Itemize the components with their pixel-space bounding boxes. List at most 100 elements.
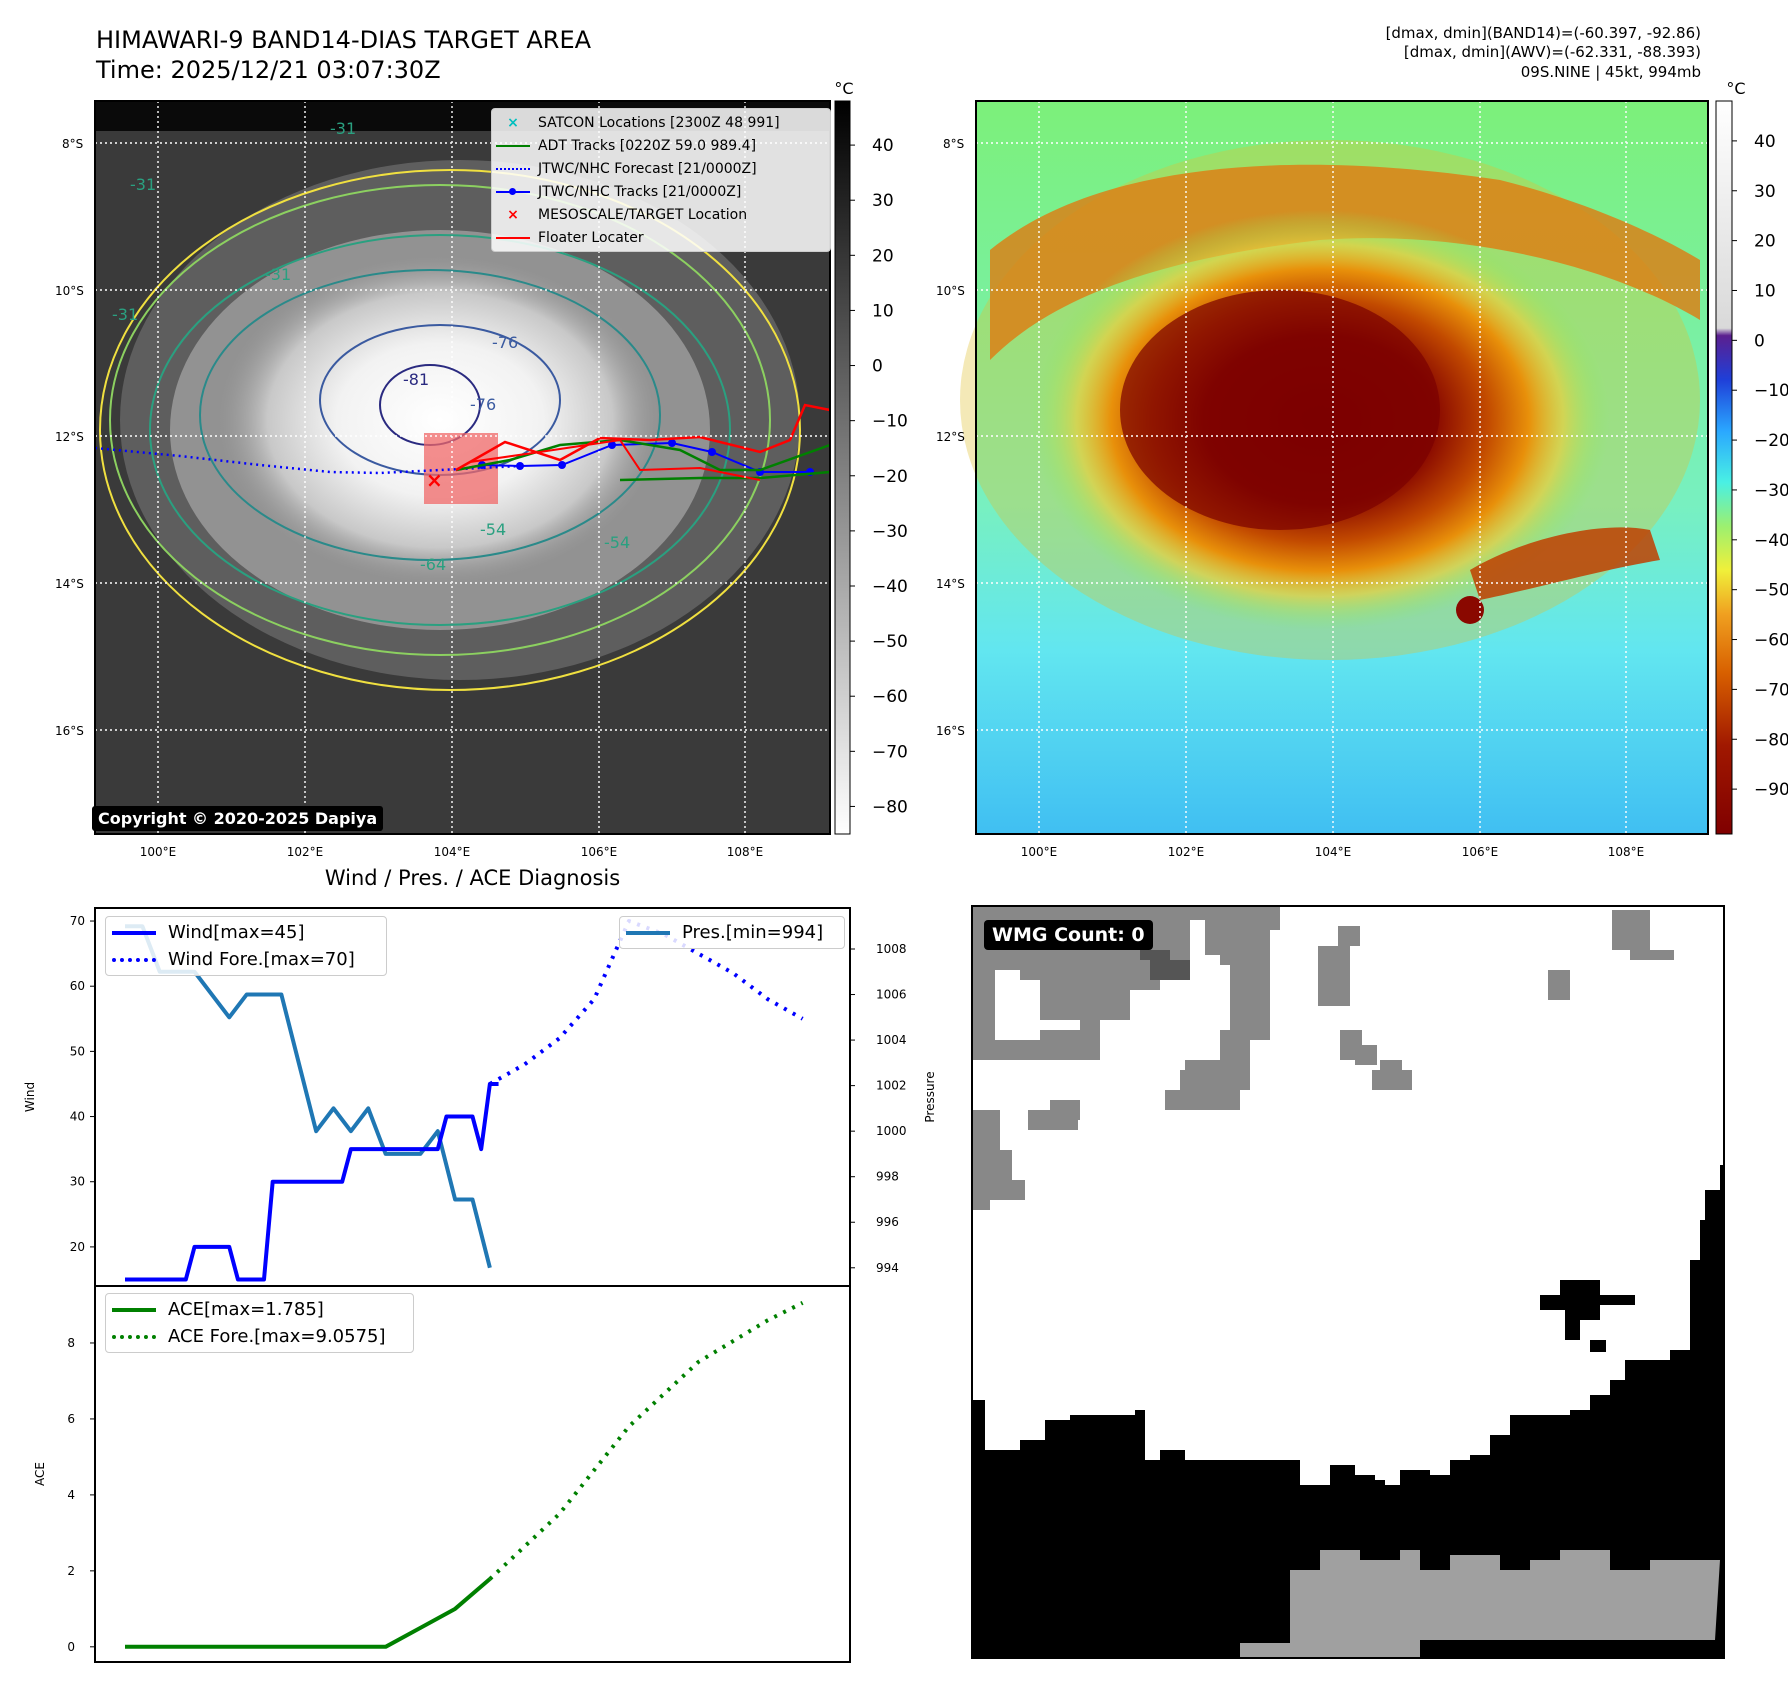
colorbar-tick-label: −70 xyxy=(1754,680,1788,700)
map-legend-item: JTWC/NHC Forecast [21/0000Z] xyxy=(496,157,826,180)
color-lon-ticks: 100°E 102°E 104°E 106°E 108°E xyxy=(1021,845,1645,859)
ace-series-line xyxy=(125,1577,492,1649)
svg-text:-31: -31 xyxy=(112,305,138,324)
map-legend-item: Floater Locater xyxy=(496,226,826,249)
color-colorbar xyxy=(1715,100,1733,835)
map-legend-swatch: × xyxy=(507,206,519,223)
svg-text:14°S: 14°S xyxy=(936,577,965,591)
colorbar-tick-label: 10 xyxy=(872,301,894,321)
colorbar-tick-label: 0 xyxy=(1754,331,1765,351)
wind-tick-label: 60 xyxy=(70,979,85,993)
svg-text:12°S: 12°S xyxy=(936,430,965,444)
legend-wind-forecast: Wind Fore.[max=70] xyxy=(112,946,380,973)
jtwc-forecast-track xyxy=(94,446,521,475)
pressure-tick-label: 994 xyxy=(876,1261,899,1275)
svg-text:12°S: 12°S xyxy=(55,430,84,444)
svg-text:-76: -76 xyxy=(470,395,496,414)
svg-text:102°E: 102°E xyxy=(1168,845,1205,859)
colorbar-tick-label: −50 xyxy=(1754,581,1788,601)
map-legend-label: JTWC/NHC Forecast [21/0000Z] xyxy=(538,160,757,177)
colorbar-tick-label: 20 xyxy=(872,246,894,266)
colorbar-tick-label: −80 xyxy=(872,797,908,817)
svg-text:-31: -31 xyxy=(130,175,156,194)
wind-tick-label: 70 xyxy=(70,914,85,928)
ir-contours xyxy=(99,169,801,691)
svg-text:8°S: 8°S xyxy=(62,137,83,151)
svg-text:10°S: 10°S xyxy=(55,284,84,298)
svg-text:-81: -81 xyxy=(403,370,429,389)
legend-pressure: Pres.[min=994] xyxy=(626,919,838,946)
map-legend-label: JTWC/NHC Tracks [21/0000Z] xyxy=(538,183,742,200)
pressure-axis-label: Pressure xyxy=(923,1071,937,1122)
svg-text:100°E: 100°E xyxy=(1021,845,1058,859)
colorbar-tick-label: −60 xyxy=(872,687,908,707)
map-legend-label: SATCON Locations [2300Z 48 991] xyxy=(538,114,780,131)
map-legend-label: MESOSCALE/TARGET Location xyxy=(538,206,748,223)
mesoscale-target-marker: × xyxy=(426,468,443,492)
svg-text:14°S: 14°S xyxy=(55,577,84,591)
svg-text:-76: -76 xyxy=(492,333,518,352)
map-legend-label: Floater Locater xyxy=(538,229,644,246)
diagnosis-title: Wind / Pres. / ACE Diagnosis xyxy=(324,866,621,890)
floater-locater-track xyxy=(455,403,831,472)
legend-ace-forecast: ACE Fore.[max=9.0575] xyxy=(112,1323,407,1350)
colorbar-tick-label: −10 xyxy=(1754,381,1788,401)
colorbar-tick-label: 30 xyxy=(872,191,894,211)
map-legend-swatch: × xyxy=(507,114,519,131)
colorbar-tick-label: 20 xyxy=(1754,232,1776,252)
wind-tick-label: 50 xyxy=(70,1044,85,1058)
color-outer-band xyxy=(990,164,1700,360)
ir-lon-ticks: 100°E 102°E 104°E 106°E 108°E xyxy=(140,845,764,859)
svg-text:-31: -31 xyxy=(265,265,291,284)
colorbar-tick-label: 40 xyxy=(1754,132,1776,152)
colorbar-tick-label: 30 xyxy=(1754,182,1776,202)
svg-text:108°E: 108°E xyxy=(727,845,764,859)
gray-colorbar-ticks: 40 30 20 10 0 −10 −20 −30 −40 −50 −60 −70 −80 xyxy=(850,136,908,817)
wmg-count-badge: WMG Count: 0 xyxy=(984,920,1153,950)
svg-text:-64: -64 xyxy=(420,555,446,574)
copyright-label: Copyright © 2020-2025 Dapiya xyxy=(92,806,384,831)
colorbar-tick-label: −20 xyxy=(1754,431,1788,451)
svg-text:-54: -54 xyxy=(480,520,506,539)
legend-ace: ACE[max=1.785] xyxy=(112,1296,407,1323)
ace-tick-label: 8 xyxy=(67,1336,75,1350)
svg-text:-54: -54 xyxy=(604,533,630,552)
ace-legend: ACE[max=1.785] ACE Fore.[max=9.0575] xyxy=(105,1293,414,1353)
wind-forecast-series-line xyxy=(488,919,804,1086)
map-legend-swatch xyxy=(496,139,530,153)
legend-wind: Wind[max=45] xyxy=(112,919,380,946)
wind-series-line xyxy=(125,1081,499,1282)
svg-text:108°E: 108°E xyxy=(1608,845,1645,859)
map-legend-swatch xyxy=(496,231,530,245)
map-legend-item: JTWC/NHC Tracks [21/0000Z] xyxy=(496,180,826,203)
svg-text:16°S: 16°S xyxy=(936,724,965,738)
wind-axis-label: Wind xyxy=(23,1082,37,1112)
colorbar-tick-label: 40 xyxy=(872,136,894,156)
wmg-gray-region xyxy=(1290,1550,1720,1658)
ace-tick-label: 4 xyxy=(67,1488,75,1502)
pressure-tick-label: 1002 xyxy=(876,1079,907,1093)
wmg-svg xyxy=(971,905,1725,1659)
ace-axis-label: ACE xyxy=(33,1462,47,1486)
color-colorbar-ticks: 40 30 20 10 0 −10 −20 −30 −40 −50 −60 −70 −80 −90 xyxy=(1732,132,1788,800)
svg-text:-31: -31 xyxy=(330,119,356,138)
ir-map-svg: -31 -31 -31 -31 -54 -54 -64 -76 -76 -81 … xyxy=(55,79,1788,859)
colorbar-tick-label: −50 xyxy=(872,632,908,652)
svg-text:100°E: 100°E xyxy=(140,845,177,859)
ir-gridlines xyxy=(95,101,830,834)
colorbar-tick-label: −40 xyxy=(872,577,908,597)
svg-text:16°S: 16°S xyxy=(55,724,84,738)
svg-text:104°E: 104°E xyxy=(1315,845,1352,859)
wind-tick-label: 20 xyxy=(70,1240,85,1254)
wind-tick-label: 40 xyxy=(70,1110,85,1124)
map-legend-item: × MESOSCALE/TARGET Location xyxy=(496,203,826,226)
svg-text:8°S: 8°S xyxy=(943,137,964,151)
gray-colorbar-unit: °C xyxy=(834,79,853,98)
map-legend-label: ADT Tracks [0220Z 59.0 989.4] xyxy=(538,137,757,154)
figure-title: HIMAWARI-9 BAND14-DIAS TARGET AREA xyxy=(96,26,592,54)
svg-text:10°S: 10°S xyxy=(936,284,965,298)
pressure-tick-label: 1000 xyxy=(876,1124,907,1138)
pressure-tick-label: 1004 xyxy=(876,1033,907,1047)
adt-track xyxy=(455,438,831,472)
